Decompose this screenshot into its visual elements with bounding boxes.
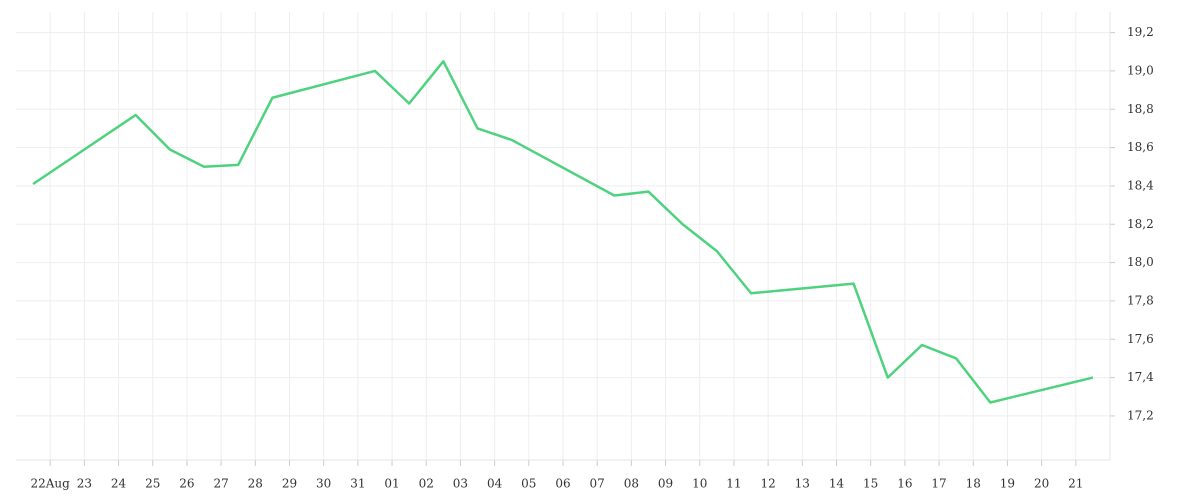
- x-tick-label: 21: [1068, 477, 1083, 491]
- x-tick-label: 26: [179, 477, 194, 491]
- x-tick-label: 29: [282, 477, 297, 491]
- x-tick-label: 17: [931, 477, 946, 491]
- y-tick-label: 18,6: [1127, 140, 1154, 154]
- x-tick-label: 01: [384, 477, 399, 491]
- x-tick-label: 09: [658, 477, 673, 491]
- x-tick-label: 03: [453, 477, 468, 491]
- x-tick-label: 14: [829, 477, 845, 491]
- y-tick-label: 19,2: [1127, 25, 1154, 39]
- x-tick-label: 18: [966, 477, 981, 491]
- x-tick-label: 07: [590, 477, 605, 491]
- x-tick-label: 20: [1034, 477, 1049, 491]
- x-tick-label: 24: [111, 477, 127, 491]
- y-tick-label: 17,4: [1127, 370, 1154, 384]
- x-tick-label: 13: [795, 477, 810, 491]
- y-tick-label: 18,8: [1127, 102, 1154, 116]
- x-tick-label: 11: [726, 477, 741, 491]
- y-tick-label: 17,6: [1127, 332, 1154, 346]
- x-tick-label: 16: [897, 477, 912, 491]
- x-tick-label: 10: [692, 477, 707, 491]
- x-tick-label: 04: [487, 477, 503, 491]
- y-tick-label: 18,2: [1127, 217, 1154, 231]
- x-tick-label: 06: [555, 477, 570, 491]
- x-tick-label: 19: [1000, 477, 1015, 491]
- x-tick-label: 08: [624, 477, 639, 491]
- y-tick-label: 19,0: [1127, 63, 1154, 77]
- x-tick-label: 02: [419, 477, 434, 491]
- data-line: [32, 60, 1094, 404]
- x-tick-label: 25: [145, 477, 160, 491]
- x-tick-label: 30: [316, 477, 331, 491]
- x-tick-label: 28: [248, 477, 263, 491]
- x-tick-label: 12: [760, 477, 775, 491]
- x-tick-label: 31: [350, 477, 365, 491]
- x-tick-label: 23: [77, 477, 92, 491]
- y-tick-label: 17,2: [1127, 408, 1154, 422]
- y-tick-label: 18,0: [1127, 255, 1154, 269]
- x-tick-label: 27: [213, 477, 228, 491]
- y-tick-label: 18,4: [1127, 178, 1154, 192]
- y-tick-label: 17,8: [1127, 293, 1154, 307]
- x-tick-label: 05: [521, 477, 536, 491]
- x-tick-label: 15: [863, 477, 878, 491]
- x-tick-label: 22Aug: [31, 477, 71, 491]
